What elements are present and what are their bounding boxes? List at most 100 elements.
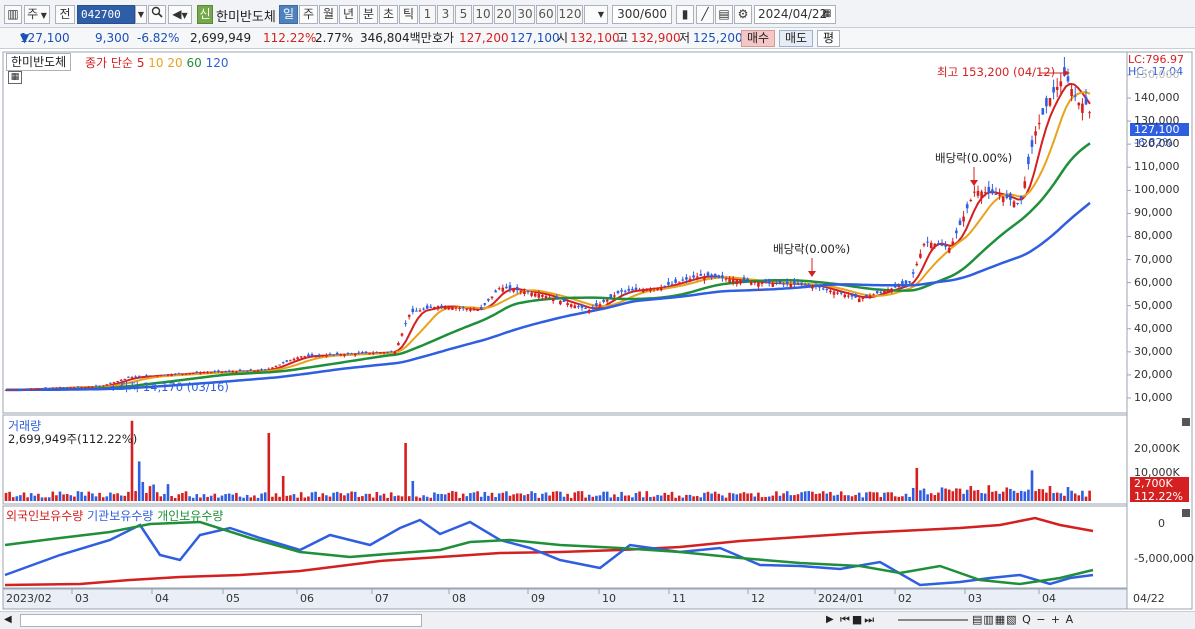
volume-bar bbox=[177, 494, 181, 501]
zoom-slider[interactable] bbox=[898, 619, 968, 621]
line-tool-icon[interactable]: ╱ bbox=[696, 5, 714, 24]
grid-toggle-icon[interactable]: ▦ bbox=[8, 71, 22, 84]
period-minute[interactable]: 분 bbox=[359, 5, 378, 24]
candle-body bbox=[260, 369, 263, 371]
holdings-legend[interactable]: 외국인보유수량 기관보유수량 개인보유수량 bbox=[6, 507, 223, 524]
search-icon[interactable] bbox=[148, 5, 166, 24]
stock-code-input[interactable]: 042700 bbox=[77, 5, 135, 24]
period-week[interactable]: 주 bbox=[299, 5, 318, 24]
date-axis-frame bbox=[2, 588, 1128, 610]
volume-bar bbox=[908, 496, 911, 501]
buy-button[interactable]: 매수 bbox=[741, 30, 776, 47]
volume-bar bbox=[591, 496, 595, 501]
period-day[interactable]: 일 bbox=[279, 5, 298, 24]
volume-bar bbox=[1023, 491, 1027, 501]
interval-60[interactable]: 60 bbox=[536, 5, 556, 24]
candle-body bbox=[177, 373, 181, 375]
candle-body bbox=[721, 275, 724, 279]
volume-pane-close-icon[interactable] bbox=[1182, 418, 1190, 426]
candle-body bbox=[94, 385, 98, 387]
candle-body bbox=[145, 375, 148, 377]
candle-body bbox=[22, 389, 26, 391]
volume-bar bbox=[731, 493, 735, 501]
price-pane-stock-label[interactable]: 한미반도체 bbox=[6, 53, 72, 71]
candle-body bbox=[1070, 88, 1073, 97]
candle-body bbox=[699, 273, 703, 276]
sound-icon[interactable]: ◀▼ bbox=[168, 5, 192, 24]
interval-dropdown[interactable]: ▼ bbox=[584, 5, 608, 24]
candle-body bbox=[584, 307, 587, 309]
candle-body bbox=[335, 352, 339, 355]
period-year[interactable]: 년 bbox=[339, 5, 358, 24]
interval-120[interactable]: 120 bbox=[557, 5, 583, 24]
candle-body bbox=[659, 286, 663, 291]
candle-body bbox=[821, 288, 825, 290]
bottom-scrollbar[interactable]: ◀ ▶ ⏮■⏭ ▤▥▦▧ Q − + A bbox=[0, 611, 1195, 629]
candle-body bbox=[15, 389, 19, 391]
ma-legend-5: 5 bbox=[136, 56, 145, 70]
view-tools[interactable]: ▤▥▦▧ Q − + A bbox=[972, 613, 1075, 626]
price-tick-label: 90,000 bbox=[1134, 206, 1173, 220]
volume-bar bbox=[325, 495, 328, 501]
date-tick-label: 05 bbox=[226, 592, 240, 605]
candle-body bbox=[652, 287, 656, 290]
volume-bar bbox=[454, 491, 458, 501]
volume-bar bbox=[447, 492, 451, 501]
code-dropdown-icon[interactable]: ▼ bbox=[135, 5, 147, 24]
scroll-left-icon[interactable]: ◀ bbox=[4, 614, 12, 625]
period-month[interactable]: 월 bbox=[319, 5, 338, 24]
candle-body bbox=[379, 352, 382, 354]
volume-bar bbox=[166, 484, 170, 501]
interval-5[interactable]: 5 bbox=[455, 5, 472, 24]
volume-bar bbox=[1012, 490, 1016, 501]
average-button[interactable]: 평 bbox=[817, 30, 841, 47]
candle-body bbox=[692, 275, 695, 278]
count-input[interactable]: 300/600 bbox=[612, 5, 672, 24]
volume-bar bbox=[303, 497, 307, 501]
dividend-annotation-1: 배당락(0.00%) bbox=[773, 242, 850, 256]
volume-pct-tag bbox=[1130, 490, 1189, 502]
volume-bar bbox=[55, 495, 58, 501]
volume-bar bbox=[346, 493, 350, 501]
market-select[interactable]: 주 ▼ bbox=[24, 5, 50, 24]
interval-20[interactable]: 20 bbox=[494, 5, 514, 24]
chart-menu-icon[interactable]: ▥ bbox=[4, 5, 22, 24]
volume-bar bbox=[188, 496, 191, 501]
interval-3[interactable]: 3 bbox=[437, 5, 454, 24]
candle-body bbox=[317, 354, 321, 356]
interval-30[interactable]: 30 bbox=[515, 5, 535, 24]
interval-1[interactable]: 1 bbox=[419, 5, 436, 24]
date-input[interactable]: 2024/04/22 bbox=[754, 5, 836, 24]
jeon-button[interactable]: 전 bbox=[55, 5, 75, 24]
volume-bar bbox=[1063, 495, 1066, 501]
calendar-icon[interactable]: ▦ bbox=[822, 8, 832, 19]
scroll-thumb[interactable] bbox=[20, 614, 422, 627]
volume-bar bbox=[800, 492, 803, 501]
volume-bar bbox=[821, 491, 825, 501]
scroll-right-icon[interactable]: ▶ bbox=[826, 614, 834, 625]
volume-bar bbox=[573, 492, 577, 501]
period-second[interactable]: 초 bbox=[379, 5, 398, 24]
candle-body bbox=[386, 351, 389, 353]
volume-bar bbox=[962, 493, 965, 501]
candle-body bbox=[58, 387, 62, 389]
volume-bar bbox=[1048, 486, 1052, 501]
gear-icon[interactable]: ⚙ bbox=[734, 5, 752, 24]
volume-bar bbox=[688, 494, 692, 501]
candle-body bbox=[649, 288, 652, 291]
candle-body bbox=[8, 389, 11, 391]
holdings-pane-close-icon[interactable] bbox=[1182, 509, 1190, 517]
candle-body bbox=[749, 281, 753, 285]
ma-legend[interactable]: 종가 단순 5 10 20 60 120 bbox=[85, 54, 229, 71]
save-icon[interactable]: ▤ bbox=[715, 5, 733, 24]
playback-controls[interactable]: ⏮■⏭ bbox=[840, 613, 877, 626]
volume-bar bbox=[555, 491, 559, 501]
volume-bar bbox=[339, 493, 343, 501]
interval-10[interactable]: 10 bbox=[473, 5, 493, 24]
period-tick[interactable]: 틱 bbox=[399, 5, 418, 24]
volume-bar bbox=[771, 495, 775, 501]
candle-icon[interactable]: ▮ bbox=[676, 5, 694, 24]
sell-button[interactable]: 매도 bbox=[779, 30, 814, 47]
volume-bar bbox=[483, 491, 487, 501]
